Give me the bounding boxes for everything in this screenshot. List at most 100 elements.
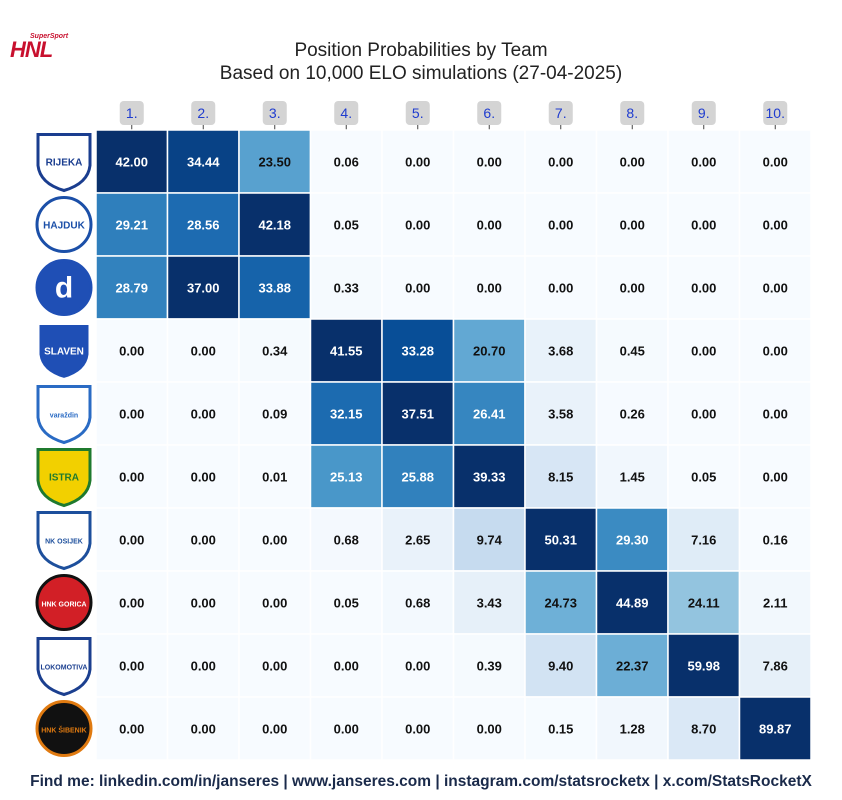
cell-value-label: 0.39 bbox=[477, 659, 502, 674]
cell-value-label: 0.00 bbox=[334, 722, 359, 737]
team-badge-3: d bbox=[35, 259, 93, 316]
cell-value-label: 0.00 bbox=[691, 218, 716, 233]
heatmap-cell bbox=[381, 192, 455, 257]
cell-value-label: 0.00 bbox=[548, 155, 573, 170]
heatmap-cell bbox=[166, 318, 240, 383]
cell-value-label: 0.00 bbox=[477, 281, 502, 296]
heatmap-cell bbox=[166, 570, 240, 635]
team-badge-crest bbox=[36, 322, 92, 382]
cell-value-label: 0.00 bbox=[119, 344, 144, 359]
column-header-10: 10. bbox=[763, 101, 788, 130]
heatmap-cell bbox=[309, 570, 383, 635]
cell-value-label: 32.15 bbox=[330, 407, 363, 422]
heatmap-cell bbox=[667, 570, 741, 635]
heatmap-cell bbox=[595, 318, 669, 383]
cell-value-label: 33.28 bbox=[401, 344, 434, 359]
heatmap-cell bbox=[667, 192, 741, 257]
chart-title: Position Probabilities by Team bbox=[294, 40, 548, 61]
heatmap-cell bbox=[166, 255, 240, 320]
column-header-badge bbox=[262, 101, 287, 125]
heatmap-cell bbox=[524, 633, 598, 698]
column-header-4: 4. bbox=[334, 101, 359, 130]
column-header-badge bbox=[691, 101, 716, 125]
cell-value-label: 0.00 bbox=[191, 344, 216, 359]
heatmap-cell bbox=[524, 381, 598, 446]
heatmap-cell bbox=[667, 129, 741, 194]
cell-value-label: 33.88 bbox=[258, 281, 291, 296]
cell-value-label: 42.18 bbox=[258, 218, 291, 233]
cell-value-label: 0.00 bbox=[119, 533, 144, 548]
column-header-6: 6. bbox=[477, 101, 502, 130]
heatmap-cell bbox=[309, 255, 383, 320]
cell-value-label: 0.00 bbox=[763, 218, 788, 233]
team-badge-6: ISTRA bbox=[36, 448, 92, 508]
cell-value-label: 25.88 bbox=[401, 470, 434, 485]
column-header-1: 1. bbox=[119, 101, 144, 130]
heatmap-cell bbox=[95, 570, 169, 635]
column-header-label: 10. bbox=[766, 105, 785, 121]
heatmap-cell bbox=[95, 696, 169, 761]
team-badge-crest bbox=[36, 637, 92, 697]
heatmap-cell bbox=[738, 507, 812, 572]
team-badge-10: HNK ŠIBENIK bbox=[35, 700, 93, 757]
column-header-label: 9. bbox=[698, 105, 710, 121]
column-header-5: 5. bbox=[405, 101, 430, 130]
column-header-label: 2. bbox=[197, 105, 209, 121]
team-badge-text: varaždin bbox=[50, 413, 78, 420]
cell-value-label: 0.00 bbox=[262, 659, 287, 674]
heatmap-cell bbox=[95, 507, 169, 572]
cell-value-label: 0.00 bbox=[763, 407, 788, 422]
heatmap-cell bbox=[381, 129, 455, 194]
cell-value-label: 0.00 bbox=[191, 470, 216, 485]
column-header-label: 6. bbox=[483, 105, 495, 121]
cell-value-label: 8.15 bbox=[548, 470, 573, 485]
cell-value-label: 0.00 bbox=[191, 722, 216, 737]
cell-value-label: 0.00 bbox=[262, 722, 287, 737]
supersport-hnl-logo: SuperSport HNL bbox=[10, 33, 70, 62]
cell-value-label: 0.00 bbox=[477, 218, 502, 233]
cell-value-label: 0.00 bbox=[191, 596, 216, 611]
cell-value-label: 0.00 bbox=[620, 281, 645, 296]
heatmap-cell bbox=[738, 696, 812, 761]
team-badge-text: LOKOMOTIVA bbox=[41, 665, 88, 672]
cell-value-label: 25.13 bbox=[330, 470, 363, 485]
cell-value-label: 50.31 bbox=[544, 533, 577, 548]
cell-value-label: 0.34 bbox=[262, 344, 288, 359]
column-header-7: 7. bbox=[548, 101, 573, 130]
cell-value-label: 0.00 bbox=[262, 533, 287, 548]
column-header-9: 9. bbox=[691, 101, 716, 130]
heatmap-cell bbox=[238, 255, 312, 320]
cell-value-label: 0.05 bbox=[334, 596, 359, 611]
cell-value-label: 0.45 bbox=[620, 344, 645, 359]
column-header-badge bbox=[334, 101, 359, 125]
cell-value-label: 0.00 bbox=[763, 155, 788, 170]
column-header-label: 7. bbox=[555, 105, 567, 121]
cell-value-label: 8.70 bbox=[691, 722, 716, 737]
team-badge-9: LOKOMOTIVA bbox=[36, 637, 92, 697]
cell-value-label: 0.00 bbox=[119, 596, 144, 611]
cell-value-label: 24.11 bbox=[688, 596, 720, 611]
cell-value-label: 1.28 bbox=[620, 722, 645, 737]
column-header-3: 3. bbox=[262, 101, 287, 130]
heatmap-cell bbox=[166, 381, 240, 446]
cell-value-label: 59.98 bbox=[687, 659, 720, 674]
heatmap-cell bbox=[738, 633, 812, 698]
cell-value-label: 0.00 bbox=[119, 659, 144, 674]
cell-value-label: 0.00 bbox=[691, 407, 716, 422]
cell-value-label: 39.33 bbox=[473, 470, 506, 485]
team-badge-5: varaždin bbox=[36, 385, 92, 445]
heatmap-cell bbox=[309, 192, 383, 257]
cell-value-label: 0.00 bbox=[548, 218, 573, 233]
column-header-badge bbox=[620, 101, 645, 125]
cell-value-label: 0.00 bbox=[191, 533, 216, 548]
team-badge-text: HNK ŠIBENIK bbox=[41, 726, 87, 735]
cell-value-label: 0.00 bbox=[763, 470, 788, 485]
cell-value-label: 29.30 bbox=[616, 533, 649, 548]
heatmap-cell bbox=[452, 129, 526, 194]
heatmap-cell bbox=[381, 570, 455, 635]
heatmap-cell bbox=[595, 570, 669, 635]
heatmap-cell bbox=[381, 507, 455, 572]
team-badge-text: ISTRA bbox=[49, 473, 79, 484]
cell-value-label: 0.00 bbox=[620, 218, 645, 233]
cell-value-label: 0.00 bbox=[477, 155, 502, 170]
